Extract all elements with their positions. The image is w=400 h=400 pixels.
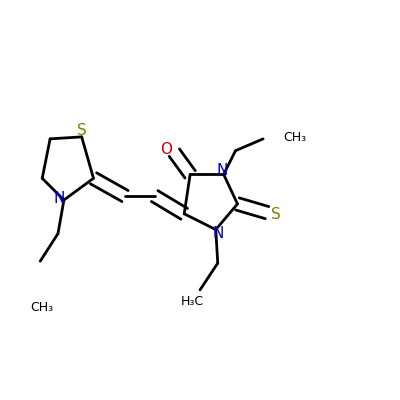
Text: O: O — [160, 142, 172, 157]
Text: CH₃: CH₃ — [283, 131, 306, 144]
Text: N: N — [217, 163, 228, 178]
Text: CH₃: CH₃ — [31, 301, 54, 314]
Text: N: N — [53, 190, 64, 206]
Text: S: S — [77, 123, 86, 138]
Text: S: S — [271, 207, 281, 222]
Text: H₃C: H₃C — [180, 295, 204, 308]
Text: N: N — [212, 226, 224, 241]
